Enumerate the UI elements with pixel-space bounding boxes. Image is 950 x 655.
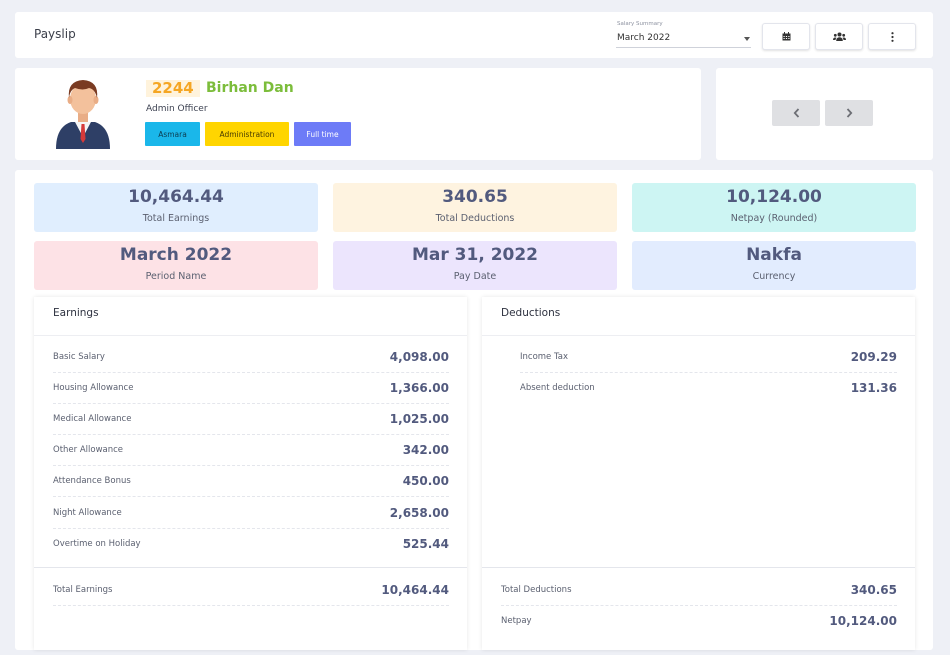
employee-id: 2244	[146, 80, 200, 97]
row-label: Overtime on Holiday	[53, 539, 141, 549]
calendar-icon	[782, 32, 790, 41]
table-row: Income Tax 209.29	[520, 342, 897, 373]
row-value: 131.36	[850, 381, 897, 395]
stat-period-name: March 2022 Period Name	[34, 241, 318, 290]
row-value: 4,098.00	[389, 350, 449, 364]
total-row: Total Earnings 10,464.44	[53, 575, 449, 606]
table-row: Housing Allowance 1,366.00	[53, 373, 449, 404]
page-title: Payslip	[34, 27, 76, 41]
stat-label: Pay Date	[453, 271, 497, 282]
total-label: Total Earnings	[53, 585, 113, 595]
stat-label: Total Deductions	[435, 213, 515, 224]
total-value: 10,464.44	[381, 583, 449, 597]
row-value: 2,658.00	[389, 506, 449, 520]
row-label: Night Allowance	[53, 508, 122, 518]
table-row: Overtime on Holiday 525.44	[53, 529, 449, 560]
stat-value: 10,124.00	[726, 187, 822, 207]
select-value: March 2022	[617, 33, 671, 43]
location-tag: Asmara	[145, 122, 200, 146]
row-value: 1,025.00	[389, 412, 449, 426]
employee-name: Birhan Dan	[206, 80, 294, 96]
users-icon	[832, 32, 846, 41]
row-label: Other Allowance	[53, 445, 124, 455]
row-label: Medical Allowance	[53, 414, 132, 424]
table-row: Attendance Bonus 450.00	[53, 466, 449, 497]
divider	[482, 567, 915, 568]
stat-value: 10,464.44	[128, 187, 224, 207]
select-label: Salary Summary	[617, 21, 663, 27]
navigation-card	[716, 68, 933, 160]
deductions-title: Deductions	[482, 297, 915, 336]
netpay-label: Netpay	[501, 616, 532, 626]
stat-label: Netpay (Rounded)	[730, 213, 818, 224]
earnings-title: Earnings	[34, 297, 467, 336]
earnings-panel: Earnings Basic Salary 4,098.00 Housing A…	[34, 297, 467, 650]
stat-value: Mar 31, 2022	[411, 245, 539, 265]
stat-value: 340.65	[442, 187, 508, 207]
row-label: Income Tax	[520, 352, 569, 362]
row-value: 209.29	[850, 350, 897, 364]
table-row: Medical Allowance 1,025.00	[53, 404, 449, 435]
payslip-body: 10,464.44 Total Earnings 340.65 Total De…	[15, 170, 933, 650]
employee-role: Admin Officer	[146, 104, 208, 114]
row-label: Attendance Bonus	[53, 476, 131, 486]
avatar	[56, 80, 110, 149]
netpay-value: 10,124.00	[829, 614, 897, 628]
total-row: Total Deductions 340.65	[501, 575, 897, 606]
previous-button[interactable]	[772, 100, 820, 126]
row-value: 525.44	[402, 537, 449, 551]
stat-value: March 2022	[119, 245, 233, 265]
more-vertical-icon	[890, 31, 894, 42]
table-row: Night Allowance 2,658.00	[53, 498, 449, 529]
row-label: Absent deduction	[520, 383, 595, 393]
table-row: Other Allowance 342.00	[53, 435, 449, 466]
employees-button[interactable]	[815, 23, 863, 50]
next-button[interactable]	[825, 100, 873, 126]
calendar-button[interactable]	[762, 23, 810, 50]
row-value: 342.00	[402, 443, 449, 457]
stat-total-deductions: 340.65 Total Deductions	[333, 183, 617, 232]
stat-total-earnings: 10,464.44 Total Earnings	[34, 183, 318, 232]
salary-summary-select[interactable]: Salary Summary March 2022	[616, 19, 751, 48]
deductions-panel: Deductions Income Tax 209.29 Absent dedu…	[482, 297, 915, 650]
divider	[34, 567, 467, 568]
row-label: Basic Salary	[53, 352, 105, 362]
row-label: Housing Allowance	[53, 383, 134, 393]
page-header: Payslip Salary Summary March 2022	[15, 12, 933, 58]
stat-pay-date: Mar 31, 2022 Pay Date	[333, 241, 617, 290]
table-row: Absent deduction 131.36	[520, 373, 897, 404]
stat-currency: Nakfa Currency	[632, 241, 916, 290]
row-value: 1,366.00	[389, 381, 449, 395]
netpay-row: Netpay 10,124.00	[501, 606, 897, 637]
stat-label: Total Earnings	[142, 213, 210, 224]
employee-profile-card: 2244 Birhan Dan Admin Officer Asmara Adm…	[15, 68, 701, 160]
stat-label: Currency	[752, 271, 796, 282]
stat-label: Period Name	[145, 271, 207, 282]
chevron-right-icon	[846, 108, 852, 118]
table-row: Basic Salary 4,098.00	[53, 342, 449, 373]
department-tag: Administration	[205, 122, 289, 146]
chevron-left-icon	[793, 108, 799, 118]
total-label: Total Deductions	[501, 585, 572, 595]
row-value: 450.00	[402, 474, 449, 488]
more-button[interactable]	[868, 23, 916, 50]
total-value: 340.65	[850, 583, 897, 597]
employment-type-tag: Full time	[294, 122, 351, 146]
caret-down-icon	[744, 37, 750, 41]
stat-netpay: 10,124.00 Netpay (Rounded)	[632, 183, 916, 232]
stat-value: Nakfa	[746, 245, 802, 265]
